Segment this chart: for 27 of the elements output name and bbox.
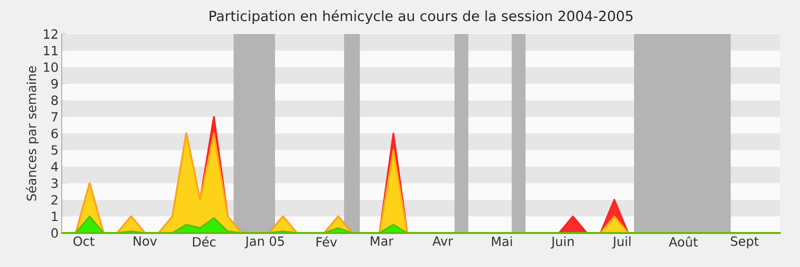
y-tick-label: 12 bbox=[44, 29, 58, 39]
x-tick-label: Oct bbox=[73, 236, 94, 246]
x-tick-label: Août bbox=[668, 236, 698, 247]
y-tick-label: 3 bbox=[52, 178, 58, 188]
x-tick-label: Juil bbox=[612, 236, 630, 249]
y-tick-label: 0 bbox=[51, 228, 58, 238]
y-tick-label: 4 bbox=[51, 162, 58, 172]
y-tick-label: 7 bbox=[52, 112, 58, 122]
y-tick-label: 9 bbox=[51, 78, 58, 89]
y-tick-label: 2 bbox=[52, 195, 58, 205]
x-tick-label: Jan 05 bbox=[244, 236, 284, 248]
x-tick-label: Avr bbox=[432, 236, 454, 246]
y-tick-label: 8 bbox=[51, 96, 58, 106]
y-tick-label: 1 bbox=[52, 212, 58, 222]
x-tick-label: Fév bbox=[316, 236, 337, 247]
y-axis-title: Séances par semaine bbox=[26, 66, 39, 201]
x-tick-label: Mar bbox=[370, 236, 394, 246]
x-tick-label: Nov bbox=[134, 236, 157, 246]
x-tick-label: Mai bbox=[492, 236, 512, 246]
y-tick-label: 5 bbox=[52, 145, 58, 155]
y-tick-label: 10 bbox=[44, 62, 58, 72]
y-tick-label: 6 bbox=[51, 128, 58, 138]
x-tick-label: Déc bbox=[193, 236, 216, 247]
x-tick-label: Juin bbox=[550, 236, 574, 249]
y-tick-label: 11 bbox=[44, 46, 58, 56]
x-tick-label: Sept bbox=[730, 236, 759, 248]
chart-title: Participation en hémicycle au cours de la session 2004-2005 bbox=[210, 10, 632, 24]
